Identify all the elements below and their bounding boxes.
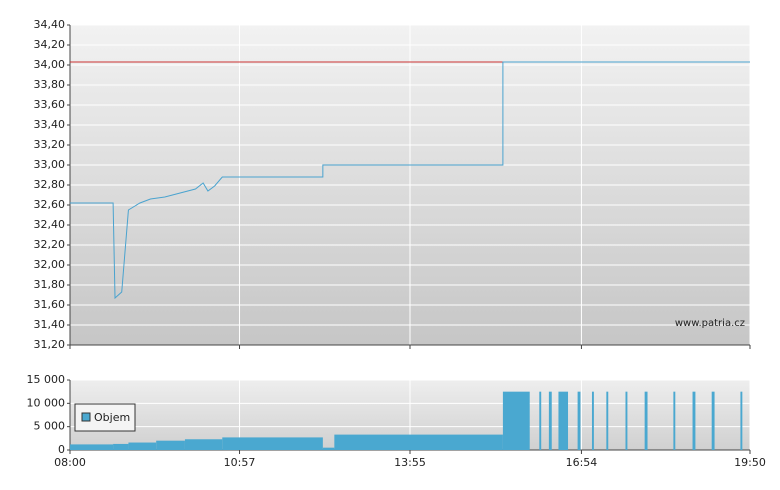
volume-bar — [548, 391, 552, 450]
y-tick-label: 33,20 — [34, 138, 66, 151]
y-tick-label: 31,40 — [34, 318, 66, 331]
x-tick-label: 08:00 — [54, 456, 86, 469]
y-tick-label: 32,40 — [34, 218, 66, 231]
volume-bar — [128, 442, 157, 450]
volume-bar — [184, 439, 223, 450]
volume-bar — [591, 391, 594, 450]
y-tick-label: 31,20 — [34, 338, 66, 351]
y-tick-label: 32,20 — [34, 238, 66, 251]
y-tick-label: 31,60 — [34, 298, 66, 311]
x-tick-label: 19:50 — [734, 456, 766, 469]
volume-bar — [156, 440, 185, 450]
legend-swatch — [81, 412, 91, 422]
volume-bar — [692, 391, 696, 450]
y-tick-label: 5 000 — [34, 420, 66, 433]
y-tick-label: 34,00 — [34, 58, 66, 71]
price-line — [70, 61, 750, 300]
y-tick-label: 31,80 — [34, 278, 66, 291]
volume-bar — [673, 391, 676, 450]
watermark: www.patria.cz — [675, 318, 745, 329]
legend: Objem — [74, 403, 136, 432]
x-tick-label: 10:57 — [224, 456, 256, 469]
y-tick-label: 33,00 — [34, 158, 66, 171]
y-tick-label: 34,40 — [34, 18, 66, 31]
y-tick-label: 0 — [58, 443, 65, 456]
volume-bar — [222, 437, 323, 450]
y-tick-label: 32,60 — [34, 198, 66, 211]
y-tick-label: 33,80 — [34, 78, 66, 91]
volume-bar — [625, 391, 628, 450]
legend-label: Objem — [94, 411, 130, 424]
volume-bar — [322, 447, 335, 450]
volume-bar — [334, 434, 503, 450]
volume-bar — [606, 391, 609, 450]
volume-bar — [644, 391, 648, 450]
volume-bar — [577, 391, 581, 450]
volume-bar — [502, 391, 530, 450]
x-tick-label: 13:55 — [394, 456, 426, 469]
volume-bar — [70, 444, 114, 450]
x-tick-label: 16:54 — [566, 456, 598, 469]
y-tick-label: 10 000 — [27, 396, 66, 409]
y-tick-label: 34,20 — [34, 38, 66, 51]
y-tick-label: 15 000 — [27, 373, 66, 386]
y-tick-label: 32,80 — [34, 178, 66, 191]
volume-bar — [539, 391, 542, 450]
y-tick-label: 33,40 — [34, 118, 66, 131]
y-tick-label: 33,60 — [34, 98, 66, 111]
volume-bar — [711, 391, 715, 450]
volume-bar — [558, 391, 569, 450]
y-tick-label: 32,00 — [34, 258, 66, 271]
volume-bar — [740, 391, 743, 450]
volume-bar — [113, 443, 129, 450]
